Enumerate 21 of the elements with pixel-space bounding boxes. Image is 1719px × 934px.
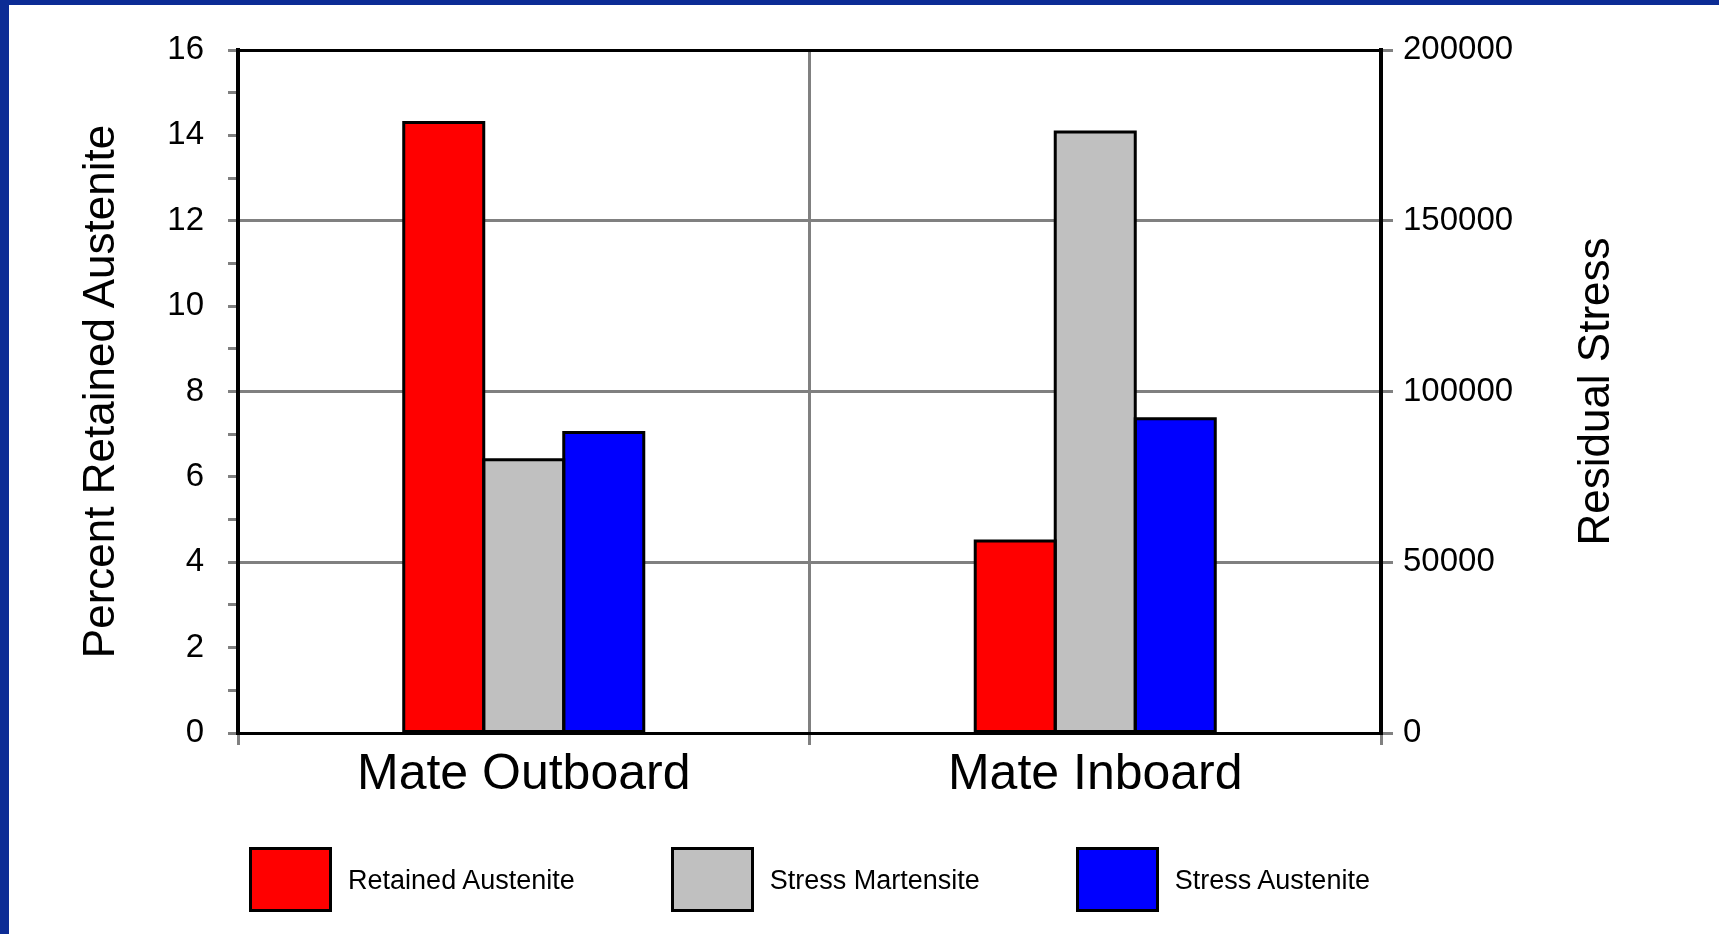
x-tick-label: Mate Inboard (947, 743, 1243, 800)
y-axis-title: Percent Retained Austenite (73, 124, 123, 659)
y-tick-label: 10 (167, 285, 204, 323)
y2-tick-label: 100000 (1403, 370, 1514, 408)
y2-tick-label: 200000 (1403, 29, 1514, 67)
legend-label: Stress Martensite (769, 863, 980, 896)
y-tick-label: 14 (167, 114, 204, 152)
y-tick-label: 12 (167, 199, 204, 237)
y2-tick-label: 0 (1403, 712, 1422, 750)
y2-tick-label: 150000 (1403, 199, 1514, 237)
legend-label: Retained Austenite (348, 863, 575, 896)
y-tick-label: 0 (185, 712, 204, 750)
y2-axis-title: Residual Stress (1569, 237, 1619, 546)
y-tick-label: 2 (185, 626, 204, 664)
y-tick-label: 16 (167, 29, 204, 67)
x-tick-label: Mate Outboard (356, 743, 691, 800)
y-tick-label: 8 (185, 370, 204, 408)
y-tick-label: 4 (185, 541, 204, 579)
y2-tick-label: 50000 (1403, 541, 1495, 579)
y-tick-label: 6 (185, 455, 204, 493)
legend-label: Stress Austenite (1174, 863, 1370, 896)
